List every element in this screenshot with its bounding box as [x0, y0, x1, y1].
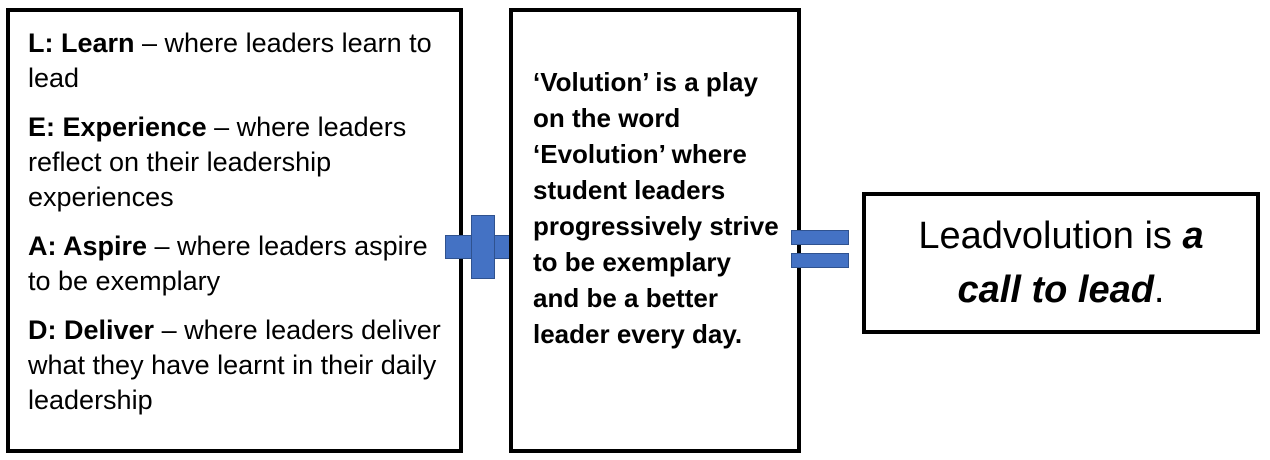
lead-item-learn: L: Learn – where leaders learn to lead: [28, 26, 443, 96]
equals-bottom-bar: [791, 253, 849, 268]
lead-item-label: L: Learn: [28, 28, 135, 58]
volution-description: ‘Volution’ is a play on the word ‘Evolut…: [533, 67, 779, 349]
result-suffix: .: [1153, 269, 1165, 311]
plus-icon: [445, 215, 520, 279]
lead-acronym-box: L: Learn – where leaders learn to lead E…: [6, 8, 463, 453]
result-box: Leadvolution is a call to lead.: [862, 192, 1260, 334]
lead-item-description: – where leaders reflect on their leaders…: [28, 112, 407, 212]
lead-item-experience: E: Experience – where leaders reflect on…: [28, 110, 443, 215]
lead-item-label: A: Aspire: [28, 231, 148, 261]
lead-item-deliver: D: Deliver – where leaders deliver what …: [28, 313, 443, 418]
volution-box: ‘Volution’ is a play on the word ‘Evolut…: [509, 8, 801, 453]
plus-vertical-bar: [471, 215, 495, 279]
lead-item-label: D: Deliver: [28, 315, 155, 345]
lead-item-description: – where leaders aspire to be exemplary: [28, 231, 428, 296]
equals-icon: [791, 230, 849, 270]
lead-item-label: E: Experience: [28, 112, 207, 142]
equals-top-bar: [791, 230, 849, 245]
result-statement: Leadvolution is a call to lead.: [866, 209, 1256, 317]
lead-item-aspire: A: Aspire – where leaders aspire to be e…: [28, 229, 443, 299]
result-prefix: Leadvolution is: [918, 215, 1183, 257]
lead-item-description: – where leaders deliver what they have l…: [28, 315, 441, 415]
result-emphasis: a call to lead: [957, 215, 1204, 311]
lead-item-description: – where leaders learn to lead: [28, 28, 432, 93]
